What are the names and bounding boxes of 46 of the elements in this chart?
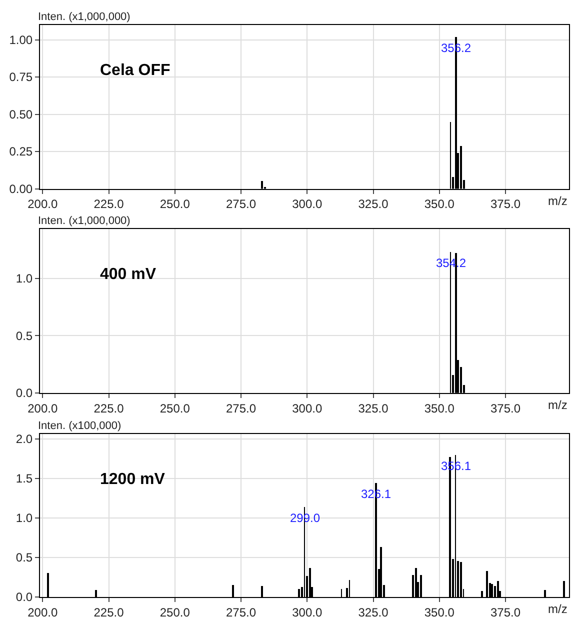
x-tick-label: 300.0 bbox=[292, 401, 322, 416]
x-tick-label: 200.0 bbox=[28, 401, 58, 416]
x-tick-label: 200.0 bbox=[28, 197, 58, 212]
y-tick-label: 1.5 bbox=[16, 472, 33, 486]
y-tick-label: 0.5 bbox=[16, 328, 33, 343]
y-axis-title: Inten. (x1,000,000) bbox=[38, 215, 130, 227]
y-tick-label: 0.75 bbox=[9, 70, 33, 84]
y-tick-label: 0.0 bbox=[16, 386, 33, 400]
x-tick-label: 350.0 bbox=[424, 605, 455, 620]
x-axis-title: m/z bbox=[548, 194, 568, 208]
x-tick-label: 375.0 bbox=[490, 401, 521, 416]
x-tick-label: 250.0 bbox=[160, 605, 190, 620]
y-tick-label: 0.5 bbox=[16, 550, 33, 565]
x-tick-label: 250.0 bbox=[160, 197, 190, 212]
x-tick-label: 300.0 bbox=[292, 605, 322, 620]
x-tick-label: 275.0 bbox=[226, 401, 256, 416]
x-tick-label: 300.0 bbox=[292, 197, 322, 212]
y-tick-label: 0.50 bbox=[9, 107, 33, 122]
x-tick-label: 275.0 bbox=[226, 197, 256, 212]
x-tick-label: 375.0 bbox=[490, 605, 521, 620]
y-tick-label: 0.00 bbox=[9, 182, 33, 196]
x-tick-label: 250.0 bbox=[160, 401, 190, 416]
x-tick-label: 350.0 bbox=[424, 401, 455, 416]
y-axis-title: Inten. (x1,000,000) bbox=[38, 11, 130, 23]
x-tick-label: 325.0 bbox=[358, 605, 389, 620]
x-tick-label: 325.0 bbox=[358, 197, 389, 212]
y-tick-label: 0.25 bbox=[9, 144, 33, 159]
y-tick-label: 1.00 bbox=[9, 33, 33, 48]
x-tick-label: 225.0 bbox=[94, 605, 124, 620]
x-tick-label: 275.0 bbox=[226, 605, 256, 620]
y-axis-title: Inten. (x100,000) bbox=[38, 420, 122, 432]
y-tick-label: 2.0 bbox=[16, 432, 33, 446]
x-tick-label: 350.0 bbox=[424, 197, 455, 212]
y-tick-label: 0.0 bbox=[16, 590, 33, 604]
x-tick-label: 375.0 bbox=[490, 197, 521, 212]
text: 1200 mV bbox=[100, 471, 166, 488]
x-axis-title: m/z bbox=[548, 602, 568, 616]
x-tick-label: 200.0 bbox=[28, 605, 58, 620]
y-tick-label: 1.0 bbox=[16, 511, 33, 526]
y-tick-label: 1.0 bbox=[16, 271, 33, 286]
x-tick-label: 225.0 bbox=[94, 197, 124, 212]
x-tick-label: 225.0 bbox=[94, 401, 124, 416]
x-tick-label: 325.0 bbox=[358, 401, 389, 416]
x-axis-title: m/z bbox=[548, 398, 568, 412]
text: Cela OFF bbox=[100, 62, 170, 79]
text: 400 mV bbox=[100, 266, 156, 283]
